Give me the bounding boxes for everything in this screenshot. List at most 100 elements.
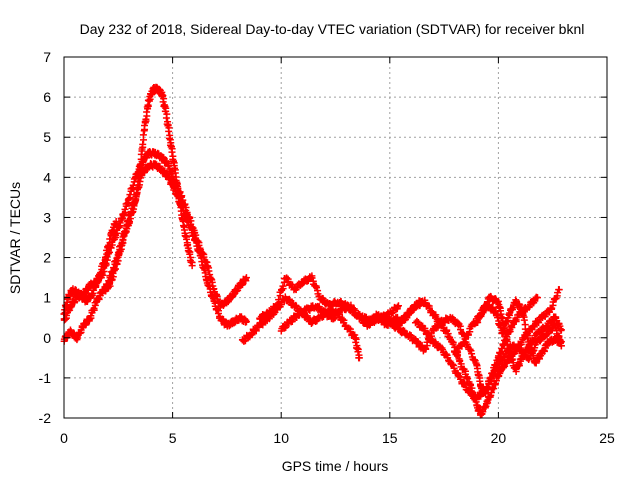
data-point [502,336,510,344]
grid-lines [64,57,607,418]
data-point [273,300,281,308]
data-point [354,348,362,356]
data-point [557,326,565,334]
y-tick-label: 0 [43,330,51,346]
data-point [242,274,250,282]
data-point [139,140,147,148]
data-point [355,354,363,362]
data-point [183,235,191,243]
x-tick-label: 0 [60,430,68,446]
series-3 [60,217,120,318]
data-point [139,131,147,139]
data-point [76,329,84,337]
y-tick-label: -1 [39,370,52,386]
data-point [86,315,94,323]
data-point [357,313,365,321]
data-point [123,199,131,207]
y-tick-label: 3 [43,209,51,225]
data-point [125,195,133,203]
data-point [118,239,126,247]
data-point [106,235,114,243]
data-point [241,275,249,283]
y-tick-label: 1 [43,290,51,306]
y-tick-label: 2 [43,250,51,266]
data-point [93,276,101,284]
data-point [492,310,500,318]
data-point [543,323,551,331]
data-point [61,315,69,323]
data-point [503,340,511,348]
data-point [142,115,150,123]
data-point [464,375,472,383]
data-point [275,296,283,304]
y-axis-label: SDTVAR / TECUs [7,182,23,294]
series-4 [101,83,196,295]
data-point [543,331,551,339]
data-point [165,127,173,135]
data-point [522,330,530,338]
data-point [165,134,173,142]
y-tick-label: 7 [43,49,51,65]
data-point [126,191,134,199]
data-point [162,114,170,122]
data-point [112,217,120,225]
data-point [442,350,450,358]
data-point [555,286,563,294]
data-point [307,320,315,328]
data-point [204,262,212,270]
data-point [466,345,474,353]
data-point [533,294,541,302]
data-point [413,317,421,325]
data-point [186,250,194,258]
plot-frame [63,56,608,419]
data-point [121,205,129,213]
x-tick-label: 5 [169,430,177,446]
data-point [194,237,202,245]
chart-title: Day 232 of 2018, Sidereal Day-to-day VTE… [80,21,585,37]
data-point [229,291,237,299]
data-point [448,314,456,322]
data-point [330,315,338,323]
y-tick-label: 5 [43,129,51,145]
data-point [114,249,122,257]
data-point [525,356,533,364]
data-point [520,316,528,324]
data-point [468,350,476,358]
axes: 0 5 10 15 20 25 -2 -1 0 1 2 3 4 5 6 7 [39,49,615,446]
data-point [171,164,179,172]
data-point [345,324,353,332]
data-point [394,303,402,311]
data-point [104,280,112,288]
data-point [108,268,116,276]
x-axis-label: GPS time / hours [282,458,389,474]
data-point [521,325,529,333]
series-1 [60,159,250,345]
x-tick-label: 20 [491,430,507,446]
data-point [308,274,316,282]
data-point [503,318,511,326]
y-tick-label: -2 [39,410,52,426]
x-tick-label: 10 [273,430,289,446]
data-point [168,148,176,156]
series-10 [411,317,565,402]
data-point [199,249,207,257]
data-point [101,253,109,261]
y-tick-label: 4 [43,169,51,185]
data-point [449,360,457,368]
data-point [523,334,531,342]
data-point [557,338,565,346]
data-point [394,302,402,310]
data-point [279,282,287,290]
data-point [501,323,509,331]
data-point [299,279,307,287]
data-point [188,262,196,270]
data-point [482,386,490,394]
data-point [497,349,505,357]
y-tick-label: 6 [43,89,51,105]
data-point [494,314,502,322]
data-point [242,318,250,326]
data-point [110,264,118,272]
data-point [120,210,128,218]
x-tick-label: 15 [382,430,398,446]
